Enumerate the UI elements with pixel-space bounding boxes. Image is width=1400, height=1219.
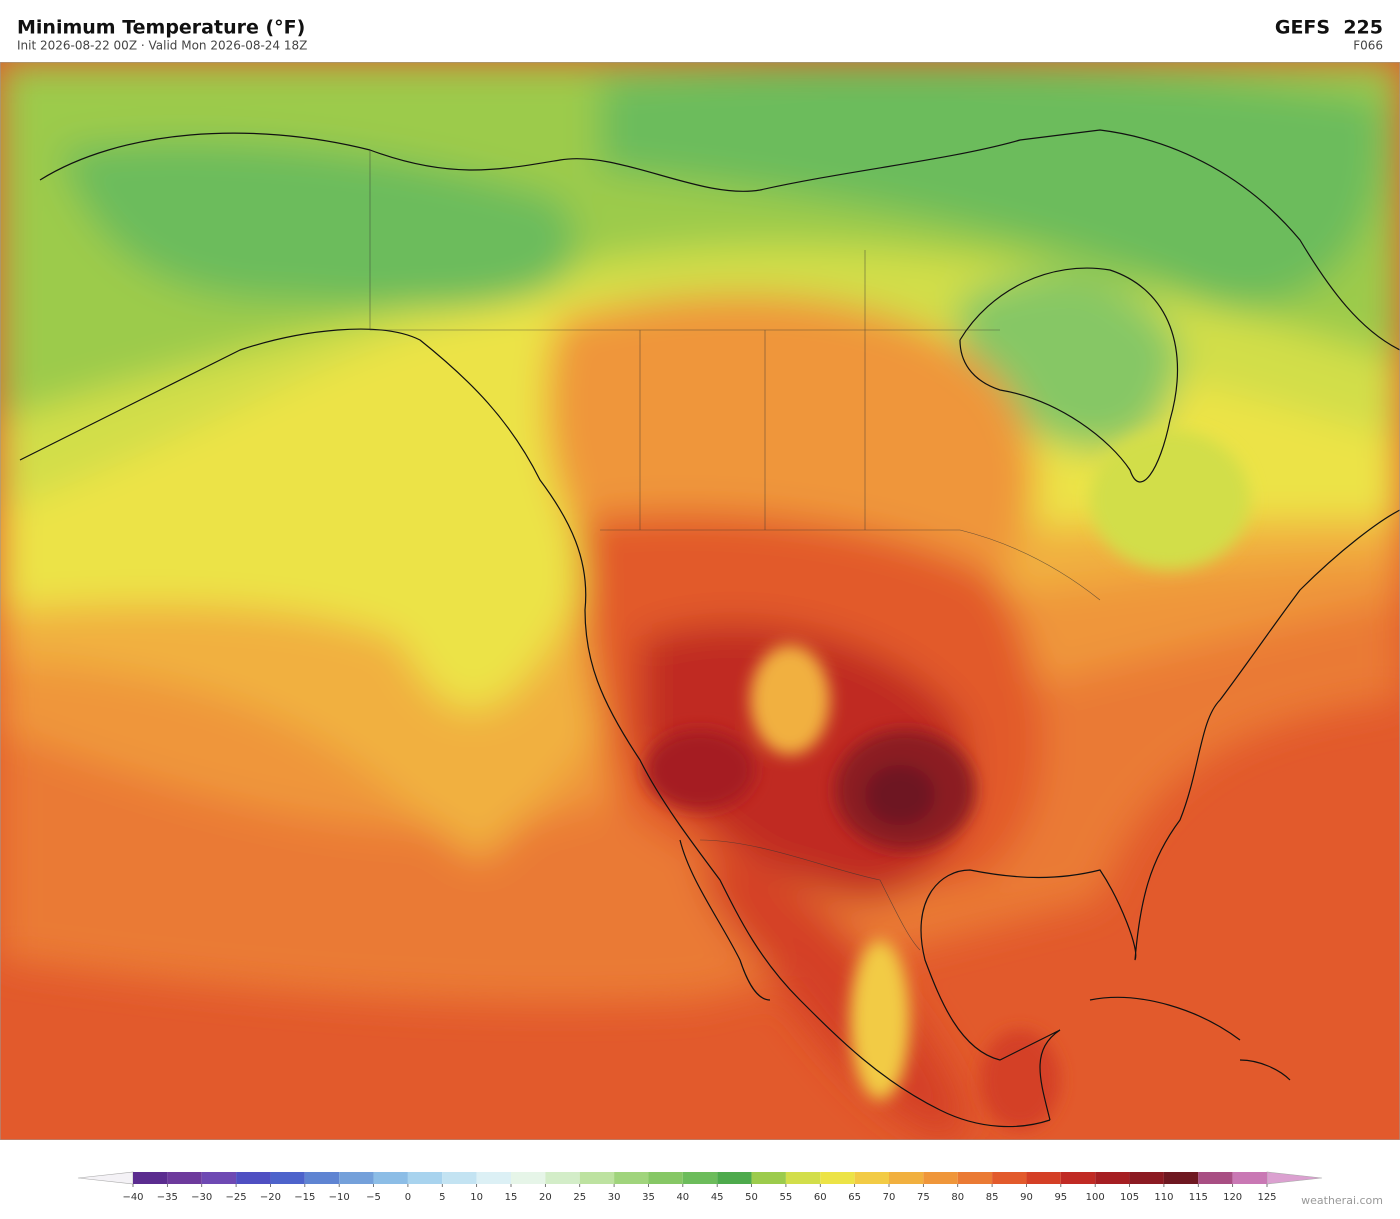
colorbar-bin <box>579 1172 615 1184</box>
colorbar-bin <box>1163 1172 1199 1184</box>
colorbar-bin <box>511 1172 546 1184</box>
colorbar-bin <box>1129 1172 1164 1184</box>
colorbar-tick-label: −15 <box>294 1192 315 1203</box>
colorbar-bin <box>339 1172 374 1184</box>
colorbar-tick-label: −30 <box>191 1192 212 1203</box>
colorbar-under <box>77 1171 134 1185</box>
colorbar-tick-label: 65 <box>848 1192 861 1203</box>
colorbar-bin <box>820 1172 855 1184</box>
colorbar-bin <box>304 1172 340 1184</box>
colorbar-tick-label: 85 <box>986 1192 999 1203</box>
colorbar-tick-label: 75 <box>917 1192 930 1203</box>
colorbar-bin <box>236 1172 271 1184</box>
colorbar-bin <box>785 1172 821 1184</box>
colorbar-tick-label: 95 <box>1054 1192 1067 1203</box>
colorbar-bin <box>614 1172 649 1184</box>
colorbar-tick-label: 120 <box>1223 1192 1242 1203</box>
colorbar-bin <box>407 1172 443 1184</box>
colorbar-tick-label: 60 <box>814 1192 827 1203</box>
colorbar-bin <box>1026 1172 1061 1184</box>
colorbar-tick-label: −5 <box>366 1192 381 1203</box>
colorbar-bin <box>854 1172 889 1184</box>
colorbar-tick-label: 5 <box>439 1192 445 1203</box>
colorbar-bin <box>957 1172 993 1184</box>
colorbar-tick-label: 105 <box>1120 1192 1139 1203</box>
colorbar-over <box>1266 1171 1323 1185</box>
colorbar-bin <box>1095 1172 1130 1184</box>
colorbar-bin <box>167 1172 202 1184</box>
colorbar-tick-label: 50 <box>745 1192 758 1203</box>
colorbar-tick-label: −25 <box>226 1192 247 1203</box>
colorbar-bin <box>751 1172 786 1184</box>
colorbar-tick-label: 70 <box>883 1192 896 1203</box>
colorbar-tick-label: 125 <box>1257 1192 1276 1203</box>
colorbar-tick-label: 80 <box>951 1192 964 1203</box>
colorbar-tick-label: 0 <box>405 1192 411 1203</box>
colorbar-tick-label: −35 <box>157 1192 178 1203</box>
colorbar-tick-label: 30 <box>608 1192 621 1203</box>
colorbar-bin <box>270 1172 305 1184</box>
colorbar-bin <box>889 1172 924 1184</box>
colorbar-tick-label: 100 <box>1086 1192 1105 1203</box>
colorbar-tick-label: 20 <box>539 1192 552 1203</box>
colorbar-bin <box>201 1172 237 1184</box>
colorbar-bin <box>717 1172 752 1184</box>
colorbar-bin <box>373 1172 408 1184</box>
credit: weatherai.com <box>1301 1194 1383 1207</box>
colorbar-tick-label: 15 <box>505 1192 518 1203</box>
colorbar-bin <box>682 1172 718 1184</box>
title: Minimum Temperature (°F) <box>17 17 305 39</box>
model: GEFS 225 <box>1275 17 1383 39</box>
colorbar-tick-label: −40 <box>122 1192 143 1203</box>
colorbar-tick-label: 40 <box>676 1192 689 1203</box>
subtitle: Init 2026-08-22 00Z · Valid Mon 2026-08-… <box>17 39 307 53</box>
colorbar-tick-label: 115 <box>1189 1192 1208 1203</box>
colorbar-tick-label: 55 <box>780 1192 793 1203</box>
colorbar-bin <box>648 1172 683 1184</box>
colorbar-bin <box>992 1172 1027 1184</box>
colorbar-bin <box>1060 1172 1096 1184</box>
colorbar-bin <box>476 1172 511 1184</box>
colorbar-bin <box>442 1172 477 1184</box>
colorbar-tick-label: 35 <box>642 1192 655 1203</box>
colorbar-bin <box>1232 1172 1267 1184</box>
colorbar-tick-label: 25 <box>573 1192 586 1203</box>
colorbar-tick-label: 45 <box>711 1192 724 1203</box>
colorbar-tick-label: 110 <box>1154 1192 1173 1203</box>
colorbar-bin <box>545 1172 580 1184</box>
colorbar-bin <box>133 1172 168 1184</box>
colorbar-tick-label: 10 <box>470 1192 483 1203</box>
map <box>0 62 1400 1140</box>
colorbar-bin <box>923 1172 958 1184</box>
colorbar-bin <box>1198 1172 1233 1184</box>
forecast-hour: F066 <box>1353 39 1383 53</box>
colorbar-tick-label: −10 <box>329 1192 350 1203</box>
colorbar-tick-label: −20 <box>260 1192 281 1203</box>
colorbar: −40 −35 −30 −25 −20 −15 −10 −5 0 5 10 15 20 25 30 35 40 4… <box>77 1171 1323 1203</box>
colorbar-tick-label: 90 <box>1020 1192 1033 1203</box>
